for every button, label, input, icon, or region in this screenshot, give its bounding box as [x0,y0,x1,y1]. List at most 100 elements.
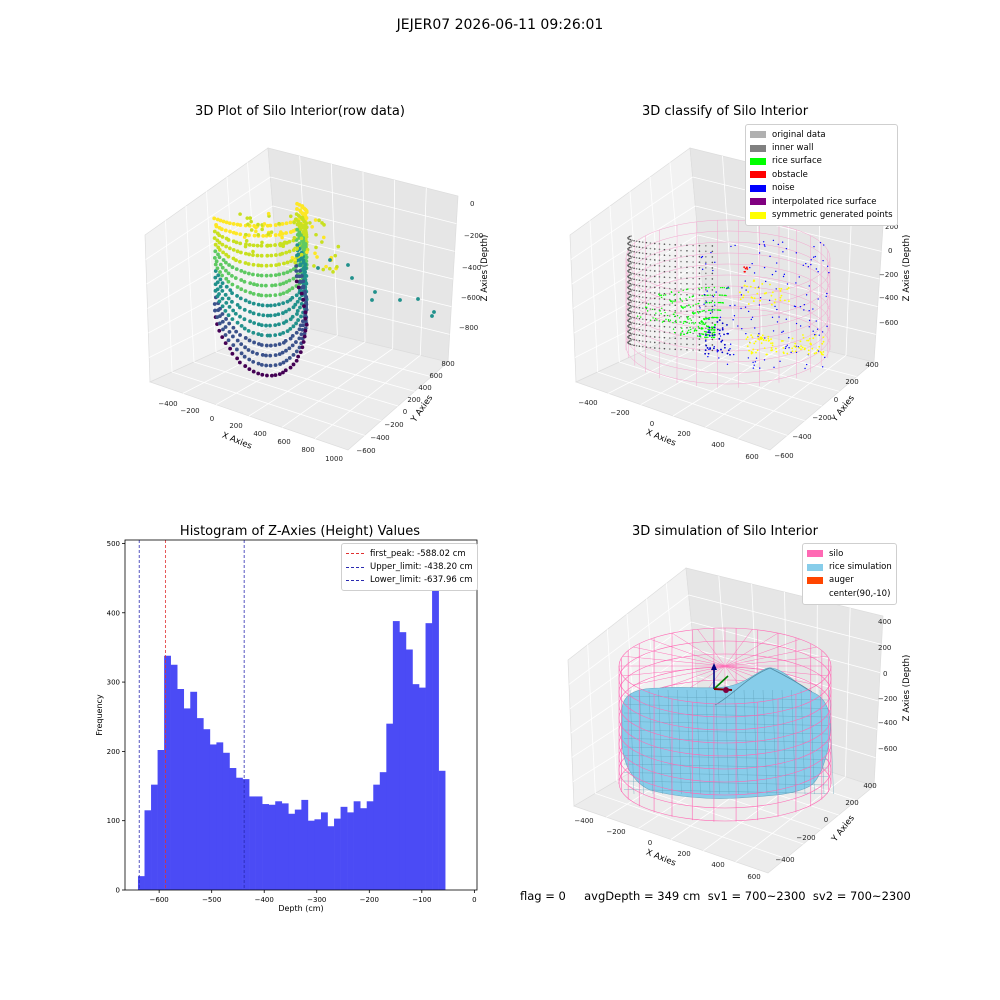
scatter-point [281,291,286,296]
silo-ring-front [618,678,832,718]
noise-point [750,318,753,321]
scatter-point [256,322,261,327]
scatter-point [336,244,341,249]
scatter-point [297,327,302,332]
noise-point [723,343,726,346]
scatter-point [230,299,234,304]
p1-ztick: −200 [464,232,483,240]
wall-point [630,257,632,259]
rice-point [646,306,648,309]
noise-point [732,319,734,321]
symmetric-point [755,351,757,354]
scatter-point [242,279,247,284]
scatter-point [285,260,290,265]
x-tick-label: −400 [255,896,274,904]
noise-point [737,325,739,327]
scatter-point [239,342,244,347]
mesh-line [623,763,829,769]
p2-xtick: 600 [745,453,758,461]
noise-point [713,326,716,329]
noise-point [808,285,810,287]
symmetric-point [799,340,802,343]
scatter-point [230,317,235,322]
x-tick-label: −100 [412,896,431,904]
wall-point [658,259,661,262]
noise-point [810,259,812,261]
scatter-point [237,305,242,310]
legend-label: auger [829,575,854,586]
wall-point [638,306,641,309]
legend-label: rice surface [772,156,822,167]
wall-point [649,253,652,255]
wall-point [711,338,714,341]
wall-point [680,282,682,285]
wall-point [629,277,632,280]
histogram-bars [137,558,446,890]
symmetric-point [800,348,802,351]
noise-point [774,305,776,308]
rice-point [705,331,708,333]
p4-ytick: 400 [863,782,876,790]
scatter-point [224,317,228,321]
scatter-point [294,269,299,273]
scatter-point [230,282,235,287]
wall-point [645,252,648,255]
panel2-silo-wireframe [625,219,831,388]
scatter-point [227,304,232,309]
scatter-point [243,251,248,256]
noise-point [732,353,735,356]
scatter-point [238,232,243,237]
rice-point [688,322,690,324]
scatter-point [246,262,251,266]
symmetric-point [746,285,748,288]
wall-point [633,316,635,319]
wall-point [641,340,644,342]
wall-point [645,241,648,244]
legend-item-rice-simulation: rice simulation [807,560,892,573]
scatter-point [284,319,289,324]
scatter-point [247,242,252,247]
scatter-point [227,321,232,326]
symmetric-point [760,342,763,345]
rice-point [681,300,684,302]
wall-point [641,334,644,337]
wall-point [668,243,671,246]
noise-point [718,332,721,335]
scatter-point [251,249,255,254]
noise-point [795,252,798,254]
symmetric-point [803,348,806,351]
scatter-point [242,326,247,331]
wall-point [668,315,671,317]
wall-point [641,329,644,331]
noise-point [826,325,828,328]
noise-point [818,334,820,336]
histogram-chart: −600 −500 −400 −300 −200 −100 0 01002003004005… [95,539,478,913]
noise-point [721,327,724,329]
p2-ztick: −200 [879,271,898,279]
wall-point [686,315,688,318]
scatter-point [228,229,232,234]
wall-point [629,244,632,247]
p1-xtick: 0 [210,415,214,423]
rice-point [713,329,715,331]
histogram-bar [144,810,152,890]
wall-point [653,281,656,283]
wall-point [638,323,641,326]
scatter-point [259,323,264,328]
noise-point [824,356,826,359]
wall-point [633,245,635,248]
symmetric-point [747,303,750,305]
wall-point [658,303,661,306]
wall-point [630,339,632,342]
wall-point [692,349,694,351]
scatter-point [256,292,261,297]
scatter-point [266,232,271,236]
wall-point [711,256,714,258]
wall-point [635,317,638,320]
silo-roof-line [622,655,726,667]
scatter-point [260,353,265,357]
wall-point [630,268,632,270]
wall-point [653,303,656,305]
noise-point [741,328,743,330]
wall-point [686,348,688,351]
